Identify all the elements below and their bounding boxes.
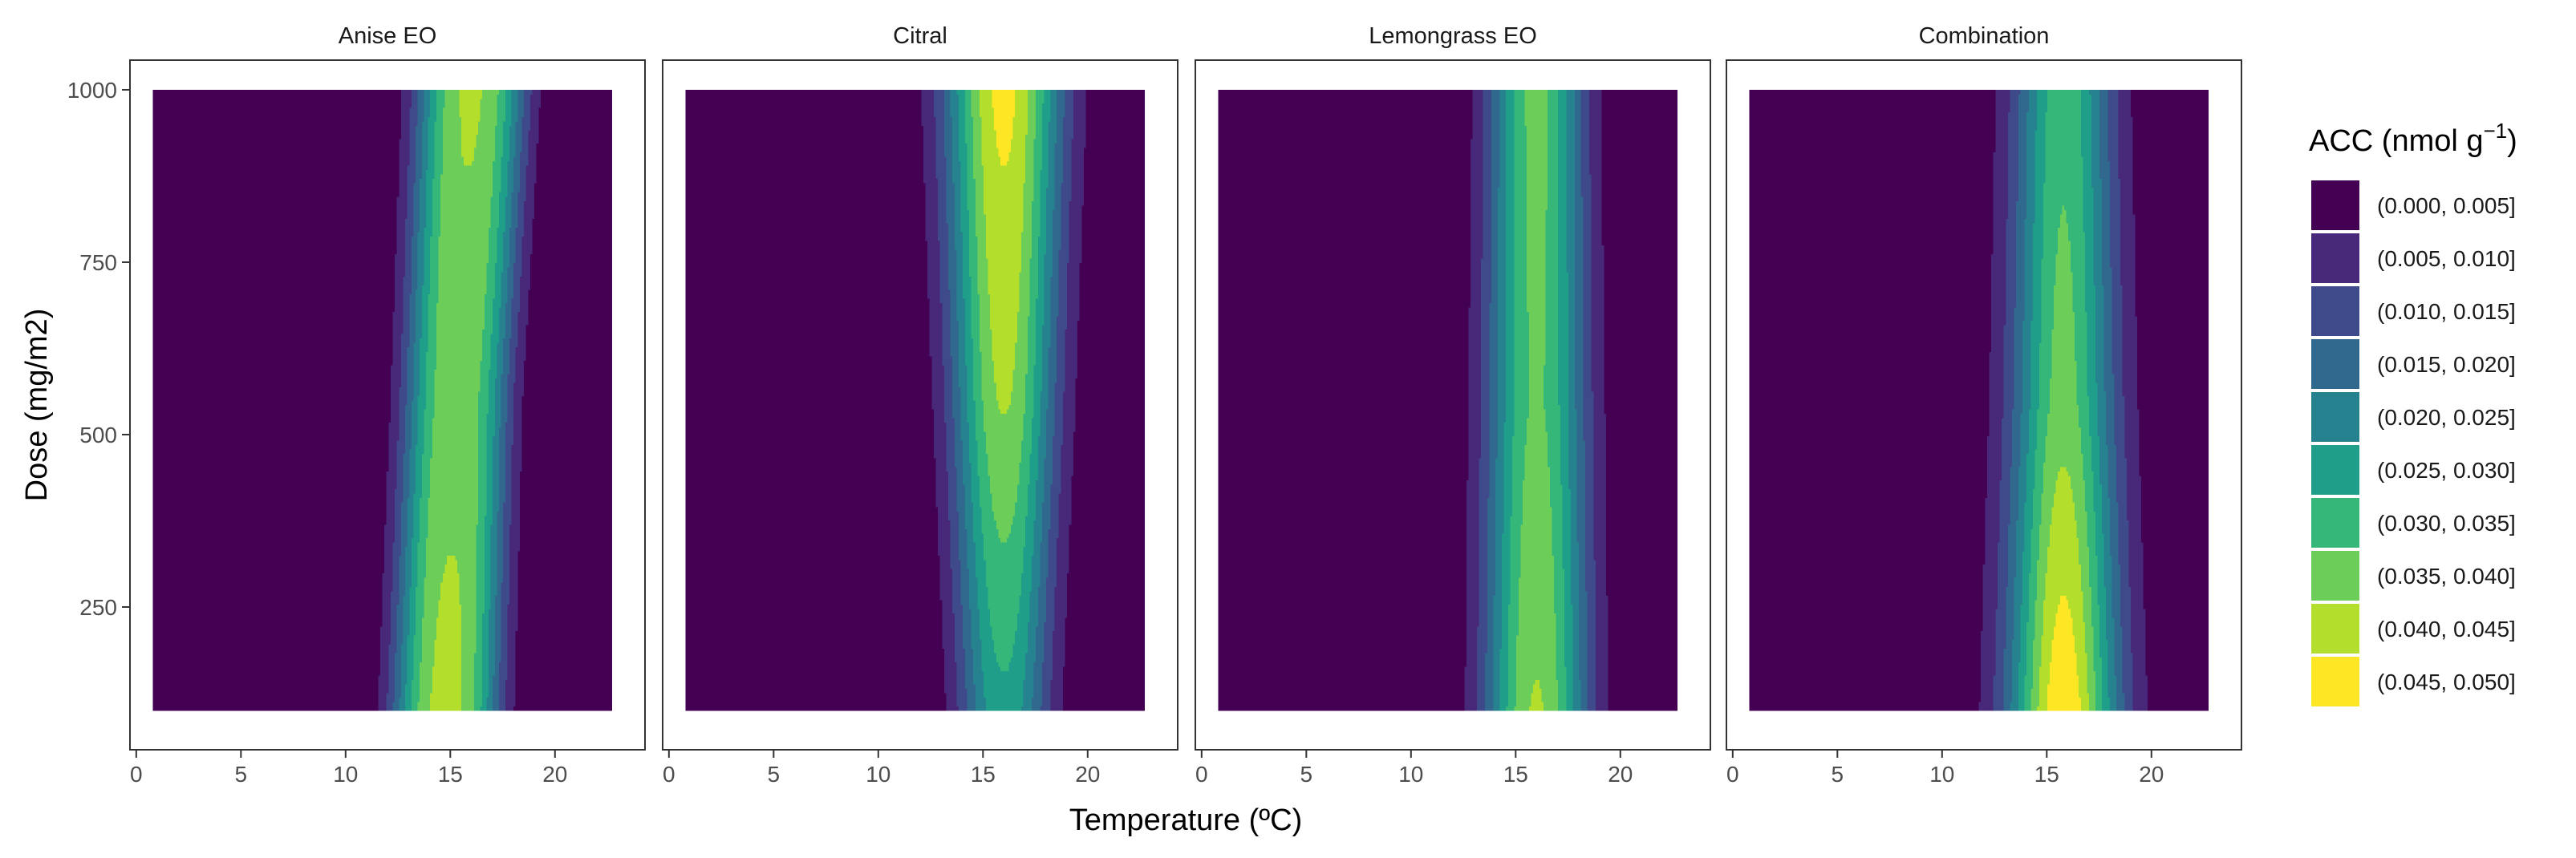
- x-tick-label: 20: [2139, 762, 2164, 787]
- contour-fill-2: [685, 89, 1145, 711]
- legend-key: [2311, 657, 2359, 706]
- legend-label: (0.025, 0.030]: [2377, 458, 2516, 483]
- legend-key: [2311, 339, 2359, 389]
- x-tick-label: 20: [542, 762, 567, 787]
- x-tick-label: 10: [333, 762, 358, 787]
- panel-border: [1726, 59, 2242, 751]
- x-tick-label: 5: [1832, 762, 1844, 787]
- facet-title: Combination: [1919, 23, 2050, 49]
- x-tick-label: 10: [1929, 762, 1954, 787]
- legend-label: (0.045, 0.050]: [2377, 670, 2516, 694]
- x-tick-label: 0: [130, 762, 143, 787]
- x-tick-label: 10: [1398, 762, 1423, 787]
- x-tick-label: 20: [1608, 762, 1633, 787]
- legend-label: (0.015, 0.020]: [2377, 352, 2516, 377]
- panel-border: [1195, 59, 1711, 751]
- facet-strip: [663, 11, 1178, 59]
- y-tick-label: 500: [79, 423, 117, 447]
- contour-fill-4: [1749, 89, 2209, 711]
- legend-key: [2311, 233, 2359, 283]
- x-tick-label: 15: [971, 762, 996, 787]
- y-tick-label: 1000: [67, 78, 117, 103]
- legend-key: [2311, 498, 2359, 548]
- x-axis-title: Temperature (ºC): [1069, 803, 1303, 837]
- facet-title: Lemongrass EO: [1369, 23, 1537, 49]
- legend-label: (0.010, 0.015]: [2377, 299, 2516, 324]
- x-tick-label: 20: [1075, 762, 1100, 787]
- legend-key: [2311, 392, 2359, 442]
- x-tick-label: 15: [2034, 762, 2059, 787]
- legend-label: (0.000, 0.005]: [2377, 193, 2516, 218]
- legend-label: (0.020, 0.025]: [2377, 405, 2516, 430]
- legend-label: (0.005, 0.010]: [2377, 246, 2516, 271]
- x-tick-label: 15: [438, 762, 463, 787]
- legend-label: (0.035, 0.040]: [2377, 564, 2516, 589]
- facet-strip: [1195, 11, 1710, 59]
- legend-key: [2311, 180, 2359, 230]
- legend-key: [2311, 445, 2359, 495]
- y-axis-title: Dose (mg/m2): [20, 309, 54, 502]
- facet-strip: [1726, 11, 2241, 59]
- legend-key: [2311, 551, 2359, 601]
- x-tick-label: 0: [663, 762, 675, 787]
- panel-border: [129, 59, 646, 751]
- contour-fill-1: [152, 89, 612, 711]
- x-tick-label: 5: [768, 762, 781, 787]
- x-tick-label: 15: [1503, 762, 1528, 787]
- y-tick-label: 250: [79, 595, 117, 620]
- legend-label: (0.040, 0.045]: [2377, 617, 2516, 641]
- facet-title: Anise EO: [339, 23, 437, 49]
- x-tick-label: 5: [1300, 762, 1313, 787]
- legend-label: (0.030, 0.035]: [2377, 511, 2516, 536]
- panel-border: [662, 59, 1178, 751]
- contour-fill-3: [1218, 89, 1677, 711]
- x-tick-label: 0: [1195, 762, 1208, 787]
- facet-strip: [130, 11, 645, 59]
- y-tick-label: 750: [79, 250, 117, 275]
- legend-key: [2311, 604, 2359, 654]
- legend-title: ACC (nmol g−1): [2309, 119, 2517, 158]
- x-tick-label: 0: [1726, 762, 1739, 787]
- x-tick-label: 5: [235, 762, 248, 787]
- x-tick-label: 10: [866, 762, 890, 787]
- facet-title: Citral: [893, 23, 947, 49]
- legend-key: [2311, 286, 2359, 336]
